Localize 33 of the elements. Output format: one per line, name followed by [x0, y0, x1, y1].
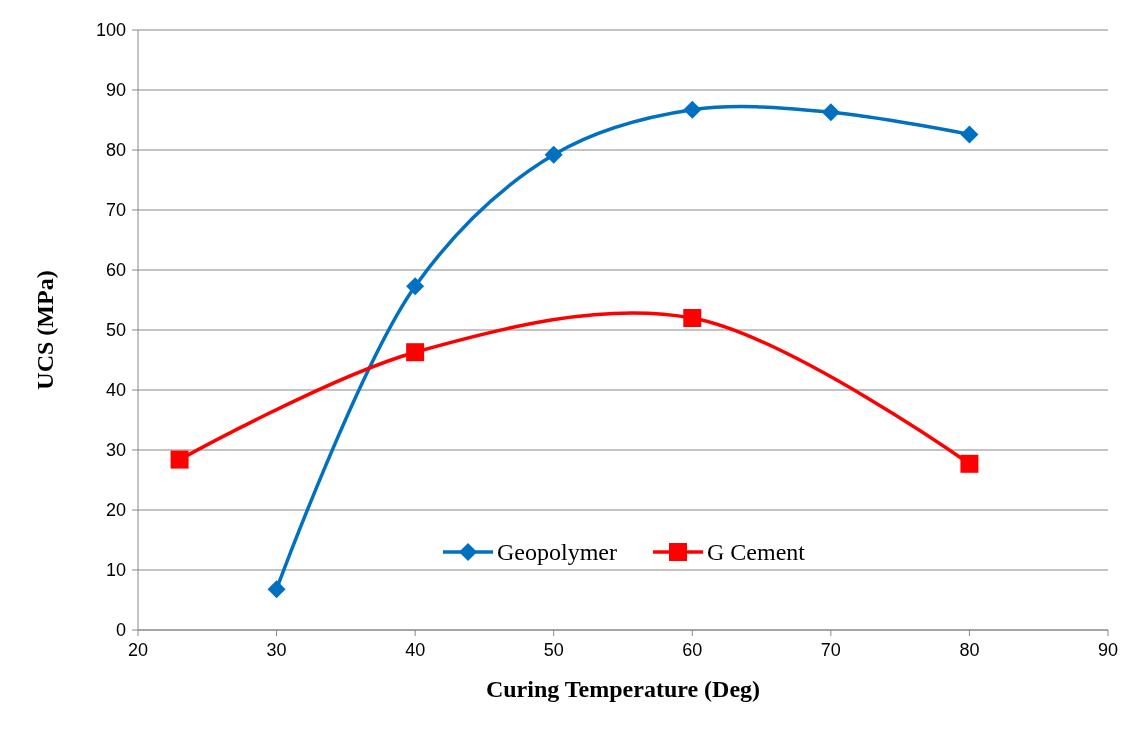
- point: [406, 277, 425, 296]
- x-tick-label: 50: [543, 640, 564, 660]
- x-tick-label: 20: [127, 640, 149, 660]
- y-tick-label: 10: [105, 560, 126, 581]
- y-tick-label: 20: [105, 500, 126, 521]
- y-tick-label: 70: [105, 200, 126, 221]
- point: [683, 100, 702, 119]
- point: [821, 103, 840, 122]
- point: [406, 343, 425, 362]
- x-axis-title: Curing Temperature (Deg): [485, 676, 761, 702]
- y-tick-label: 40: [105, 380, 126, 401]
- point: [170, 450, 189, 469]
- point: [960, 454, 979, 473]
- y-axis-title: UCS (MPa): [32, 270, 58, 390]
- x-tick-label: 80: [959, 640, 980, 660]
- x-tick-label: 40: [405, 640, 426, 660]
- point: [544, 145, 563, 164]
- y-tick-label: 0: [115, 620, 126, 641]
- y-tick-label: 80: [105, 140, 126, 161]
- x-tick-label: 30: [266, 640, 287, 660]
- point: [683, 309, 702, 327]
- x-tick-label: 90: [1097, 640, 1119, 660]
- y-tick-label: 50: [105, 320, 126, 341]
- y-tick-label: 30: [105, 440, 126, 461]
- legend-label: G Cement: [707, 539, 806, 566]
- point: [960, 125, 979, 144]
- point: [267, 580, 286, 599]
- x-tick-label: 60: [682, 640, 703, 660]
- y-tick-label: 100: [95, 20, 126, 41]
- y-tick-label: 90: [105, 80, 126, 101]
- x-tick-label: 70: [820, 640, 841, 660]
- y-tick-label: 60: [105, 260, 126, 281]
- legend-label: Geopolymer: [497, 539, 617, 566]
